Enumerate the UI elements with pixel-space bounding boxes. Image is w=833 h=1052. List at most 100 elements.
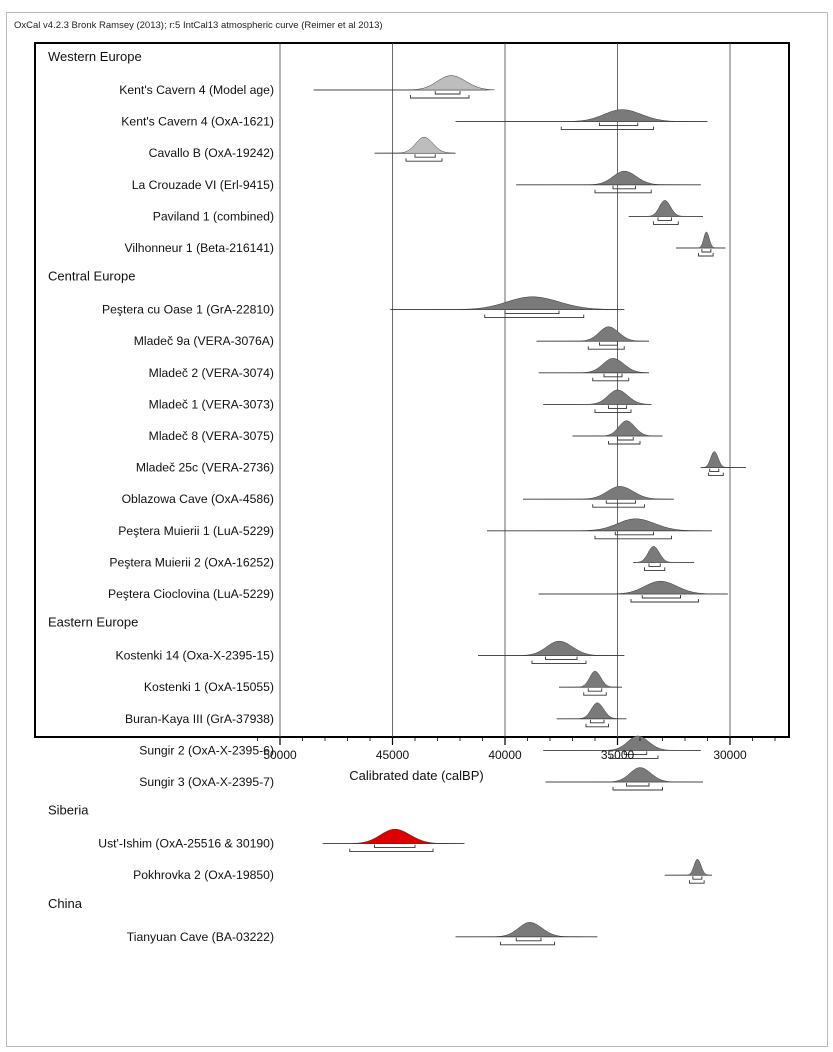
- oxcal-credit: OxCal v4.2.3 Bronk Ramsey (2013); r:5 In…: [14, 20, 383, 31]
- range-68-bracket: [587, 688, 603, 692]
- range-68-bracket: [617, 437, 634, 441]
- density-curve: [572, 420, 663, 437]
- sample-label: Paviland 1 (combined): [153, 209, 274, 223]
- density-curve: [522, 486, 674, 500]
- range-68-bracket: [599, 122, 639, 127]
- group-label: Eastern Europe: [48, 615, 138, 630]
- sample-label: Ust'-Ishim (OxA-25516 & 30190): [98, 837, 274, 851]
- sample-label: Kent's Cavern 4 (OxA-1621): [121, 115, 274, 129]
- range-95-bracket: [630, 599, 699, 603]
- range-95-bracket: [592, 377, 630, 382]
- sample-label: Sungir 2 (OxA-X-2395-6): [139, 743, 274, 757]
- density-curve: [455, 109, 708, 122]
- range-95-bracket: [608, 441, 641, 445]
- range-95-bracket: [560, 126, 654, 131]
- range-68-bracket: [701, 249, 712, 253]
- range-68-bracket: [709, 468, 720, 473]
- range-95-bracket: [500, 941, 555, 946]
- density-curve: [516, 170, 701, 186]
- density-curve: [628, 200, 704, 217]
- range-68-bracket: [515, 937, 542, 942]
- sample-label: Pokhrovka 2 (OxA-19850): [133, 868, 274, 882]
- group-label: China: [48, 896, 83, 911]
- range-95-bracket: [405, 158, 443, 162]
- density-curve: [543, 735, 701, 751]
- range-95-bracket: [531, 660, 587, 665]
- range-95-bracket: [698, 253, 714, 257]
- range-68-bracket: [599, 342, 618, 346]
- x-tick-label: 30000: [713, 748, 747, 762]
- range-68-bracket: [545, 656, 578, 661]
- group-label: Central Europe: [48, 269, 135, 284]
- sample-label: Peştera Muierii 1 (LuA-5229): [118, 524, 274, 538]
- x-tick-label: 45000: [376, 748, 410, 762]
- range-95-bracket: [583, 692, 607, 696]
- sample-label: Mladeč 9a (VERA-3076A): [134, 334, 274, 348]
- density-curve: [664, 858, 713, 876]
- density-curve: [390, 296, 625, 310]
- density-curve: [700, 451, 746, 468]
- range-68-bracket: [612, 185, 636, 190]
- range-68-bracket: [614, 531, 654, 536]
- sample-label: Buran-Kaya III (GrA-37938): [125, 712, 274, 726]
- range-95-bracket: [708, 472, 724, 477]
- x-tick-label: 35000: [601, 748, 635, 762]
- sample-label: Mladeč 1 (VERA-3073): [149, 397, 274, 411]
- range-68-bracket: [626, 783, 650, 787]
- density-curve: [455, 922, 598, 938]
- sample-label: Kent's Cavern 4 (Model age): [119, 83, 274, 97]
- sample-label: Mladeč 25c (VERA-2736): [136, 461, 274, 475]
- density-curve: [543, 389, 652, 405]
- group-label: Siberia: [48, 803, 89, 818]
- density-curve: [536, 326, 650, 342]
- range-68-bracket: [605, 500, 636, 504]
- range-95-bracket: [585, 723, 609, 728]
- density-curve: [558, 670, 623, 688]
- density-curve: [486, 518, 713, 532]
- sample-label: Kostenki 1 (OxA-15055): [144, 680, 274, 694]
- range-95-bracket: [594, 409, 632, 413]
- range-95-bracket: [592, 504, 645, 508]
- group-label: Western Europe: [48, 49, 142, 64]
- sample-label: Peştera cu Oase 1 (GrA-22810): [102, 303, 274, 317]
- range-95-bracket: [612, 787, 663, 791]
- sample-label: La Crouzade VI (Erl-9415): [132, 178, 274, 192]
- sample-label: Peştera Muierii 2 (OxA-16252): [109, 555, 274, 569]
- range-68-bracket: [504, 310, 560, 315]
- range-68-bracket: [648, 563, 661, 567]
- density-curve: [477, 640, 625, 656]
- range-95-bracket: [653, 221, 679, 225]
- sample-label: Mladeč 2 (VERA-3074): [149, 366, 274, 380]
- x-tick-label: 50000: [263, 748, 297, 762]
- range-68-bracket: [414, 154, 436, 158]
- range-68-bracket: [623, 751, 648, 755]
- sample-label: Oblazowa Cave (OxA-4586): [122, 492, 274, 506]
- range-95-bracket: [594, 535, 672, 540]
- density-curve: [374, 136, 456, 154]
- range-95-bracket: [349, 848, 434, 853]
- density-curve: [538, 358, 650, 374]
- range-68-bracket: [692, 876, 703, 880]
- range-68-bracket: [434, 91, 461, 95]
- range-68-bracket: [590, 719, 605, 724]
- figure-border: [6, 12, 828, 1047]
- range-95-bracket: [610, 755, 659, 759]
- x-axis-label: Calibrated date (calBP): [349, 768, 484, 783]
- range-95-bracket: [484, 314, 585, 319]
- range-95-bracket: [594, 189, 652, 194]
- plot-frame: [34, 42, 790, 738]
- range-95-bracket: [644, 567, 666, 571]
- range-68-bracket: [374, 844, 416, 849]
- density-curve: [556, 702, 627, 720]
- sample-label: Kostenki 14 (Oxa-X-2395-15): [115, 649, 274, 663]
- range-68-bracket: [608, 405, 627, 409]
- range-68-bracket: [641, 595, 681, 599]
- sample-label: Tianyuan Cave (BA-03222): [127, 930, 274, 944]
- density-curve: [322, 828, 465, 844]
- sample-label: Mladeč 8 (VERA-3075): [149, 429, 274, 443]
- density-curve: [545, 767, 704, 783]
- range-95-bracket: [410, 95, 470, 99]
- range-68-bracket: [657, 217, 672, 221]
- density-curve: [313, 75, 495, 91]
